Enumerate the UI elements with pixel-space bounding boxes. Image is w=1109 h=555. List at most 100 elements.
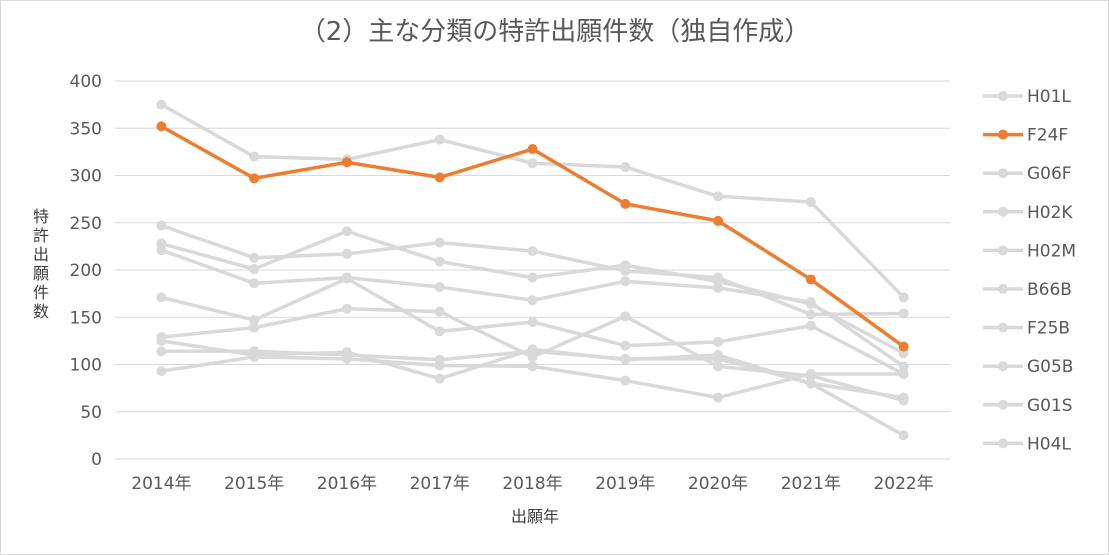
legend-label: H04L — [1027, 434, 1071, 454]
legend-marker — [998, 245, 1008, 256]
legend-marker — [998, 361, 1008, 372]
data-point — [434, 282, 445, 293]
data-point — [434, 134, 445, 145]
data-point — [156, 220, 167, 231]
data-point — [620, 353, 631, 364]
legend-label: G05B — [1027, 357, 1073, 377]
data-point — [156, 292, 167, 303]
x-tick-label: 2020年 — [688, 474, 748, 494]
legend-item: G01S — [983, 396, 1073, 416]
series-h04l — [156, 351, 909, 403]
legend-label: G01S — [1027, 396, 1073, 416]
data-point — [434, 172, 445, 183]
data-point — [527, 246, 538, 257]
data-point — [249, 351, 260, 362]
data-point — [434, 237, 445, 248]
legend-label: F24F — [1027, 126, 1068, 146]
data-point — [713, 282, 724, 293]
legend: H01L F24F G06F H02K H02M B66B F25B G05B G01S H04L — [983, 87, 1076, 454]
series-layer — [156, 99, 909, 441]
data-point — [341, 273, 352, 284]
y-axis-ticks: 0 50 100 150 200 250 300 350 400 — [70, 72, 102, 470]
data-point — [249, 151, 260, 162]
data-point — [341, 303, 352, 314]
data-point — [898, 392, 909, 403]
y-tick-label: 100 — [70, 356, 102, 376]
data-point — [527, 316, 538, 327]
data-point — [805, 368, 816, 379]
data-point — [620, 276, 631, 287]
y-tick-label: 0 — [91, 450, 102, 470]
data-point — [898, 292, 909, 303]
data-point — [434, 373, 445, 384]
data-point — [620, 161, 631, 172]
data-point — [156, 121, 167, 132]
data-point — [527, 346, 538, 357]
data-point — [620, 311, 631, 322]
legend-label: H01L — [1027, 87, 1071, 107]
y-axis-label-char: 数 — [33, 302, 49, 321]
legend-marker — [998, 322, 1008, 333]
data-point — [898, 361, 909, 372]
legend-marker — [998, 168, 1008, 179]
data-point — [713, 215, 724, 226]
data-point — [527, 295, 538, 306]
chart-title: （2）主な分類の特許出願件数（独自作成） — [300, 17, 811, 47]
data-point — [156, 99, 167, 110]
data-point — [713, 191, 724, 202]
data-point — [898, 308, 909, 319]
legend-item: H02M — [983, 241, 1076, 261]
data-point — [341, 248, 352, 259]
legend-marker — [998, 129, 1008, 140]
y-axis-label-char: 出 — [33, 245, 49, 264]
y-tick-label: 350 — [70, 119, 102, 139]
legend-label: H02M — [1027, 241, 1076, 261]
data-point — [527, 272, 538, 283]
y-tick-label: 300 — [70, 167, 102, 187]
legend-label: B66B — [1027, 280, 1072, 300]
legend-item: F25B — [983, 319, 1070, 339]
data-point — [341, 157, 352, 168]
data-point — [805, 378, 816, 389]
data-point — [713, 336, 724, 347]
series-f24f — [156, 121, 909, 352]
data-point — [527, 158, 538, 169]
data-point — [805, 320, 816, 331]
x-tick-label: 2021年 — [781, 474, 841, 494]
data-point — [898, 341, 909, 352]
data-point — [156, 366, 167, 377]
legend-label: H02K — [1027, 203, 1073, 223]
data-point — [620, 198, 631, 209]
data-point — [156, 346, 167, 357]
data-point — [434, 256, 445, 267]
data-point — [713, 392, 724, 403]
data-point — [341, 353, 352, 364]
data-point — [249, 173, 260, 184]
series-h02k — [156, 226, 909, 359]
data-point — [434, 360, 445, 371]
y-tick-label: 250 — [70, 214, 102, 234]
data-point — [249, 264, 260, 275]
data-point — [898, 368, 909, 379]
data-point — [156, 245, 167, 256]
legend-item: H01L — [983, 87, 1071, 107]
y-axis-label-char: 願 — [33, 264, 49, 283]
legend-item: F24F — [983, 126, 1068, 146]
x-axis-label: 出願年 — [511, 507, 559, 526]
data-point — [898, 430, 909, 441]
data-point — [805, 196, 816, 207]
legend-marker — [998, 399, 1008, 410]
legend-item: H02K — [983, 203, 1073, 223]
data-point — [249, 252, 260, 263]
y-tick-label: 400 — [70, 72, 102, 92]
y-axis-label: 特許出願件数 — [33, 207, 49, 321]
legend-item: H04L — [983, 434, 1071, 454]
legend-item: B66B — [983, 280, 1072, 300]
y-tick-label: 50 — [80, 403, 102, 423]
x-tick-label: 2015年 — [224, 474, 284, 494]
data-point — [620, 260, 631, 271]
legend-label: F25B — [1027, 319, 1070, 339]
data-point — [620, 340, 631, 351]
data-point — [249, 315, 260, 326]
